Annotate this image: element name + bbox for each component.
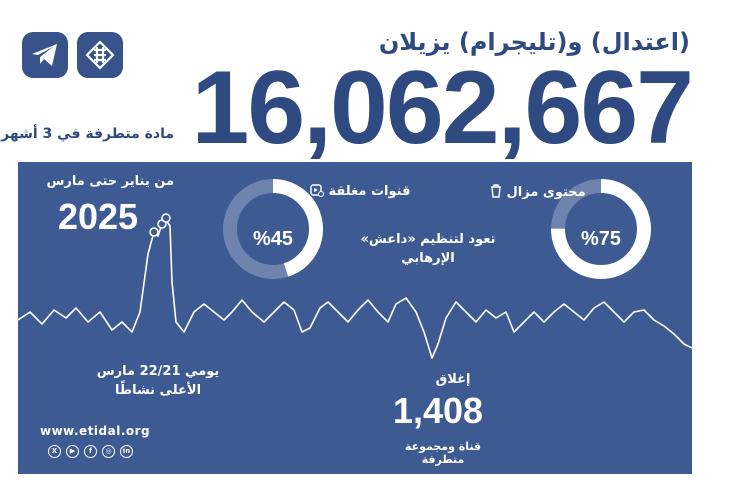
facebook-icon[interactable]: f	[84, 445, 97, 458]
isis-text: تعود لتنظيم «داعش» الإرهابي	[360, 232, 496, 266]
closure-value: 1,408	[392, 390, 484, 431]
video-blocked-icon	[310, 184, 324, 197]
closure-desc: قناة ومجموعة متطرفة	[404, 440, 482, 466]
youtube-icon[interactable]: ▶	[66, 445, 79, 458]
big-number: 16,062,667	[191, 50, 694, 166]
closed-channels-title: قنوات مغلقة	[310, 184, 410, 199]
removed-content-title: محتوى مزال	[490, 184, 586, 200]
subtitle: مادة متطرفة في 3 أشهر	[1, 126, 174, 142]
instagram-icon[interactable]: ◎	[102, 445, 115, 458]
telegram-icon	[22, 32, 68, 78]
peak-days-text: يومي 22/21 مارس الأعلى نشاطًا	[96, 364, 220, 398]
etidal-logo-icon	[77, 32, 123, 78]
trash-icon	[491, 184, 501, 198]
closed-channels-donut	[223, 179, 323, 279]
headline: (اعتدال) و(تليجرام) يزيلان	[378, 28, 690, 56]
period-label: من يناير حتى مارس	[46, 174, 174, 189]
linkedin-icon[interactable]: in	[120, 445, 133, 458]
period-year: 2025	[57, 196, 139, 237]
x-icon[interactable]: X	[48, 445, 61, 458]
social-links: X ▶ f ◎ in	[48, 445, 133, 458]
removed-content-value: %75	[580, 228, 622, 250]
stats-panel: من يناير حتى مارس 2025 قنوات مغلقة %45 م…	[18, 162, 692, 474]
removed-content-donut	[551, 179, 651, 279]
closure-label: إغلاق	[435, 372, 471, 387]
website-link[interactable]: www.etidal.org	[40, 424, 151, 438]
activity-wave	[18, 213, 692, 359]
closed-channels-value: %45	[252, 228, 294, 250]
